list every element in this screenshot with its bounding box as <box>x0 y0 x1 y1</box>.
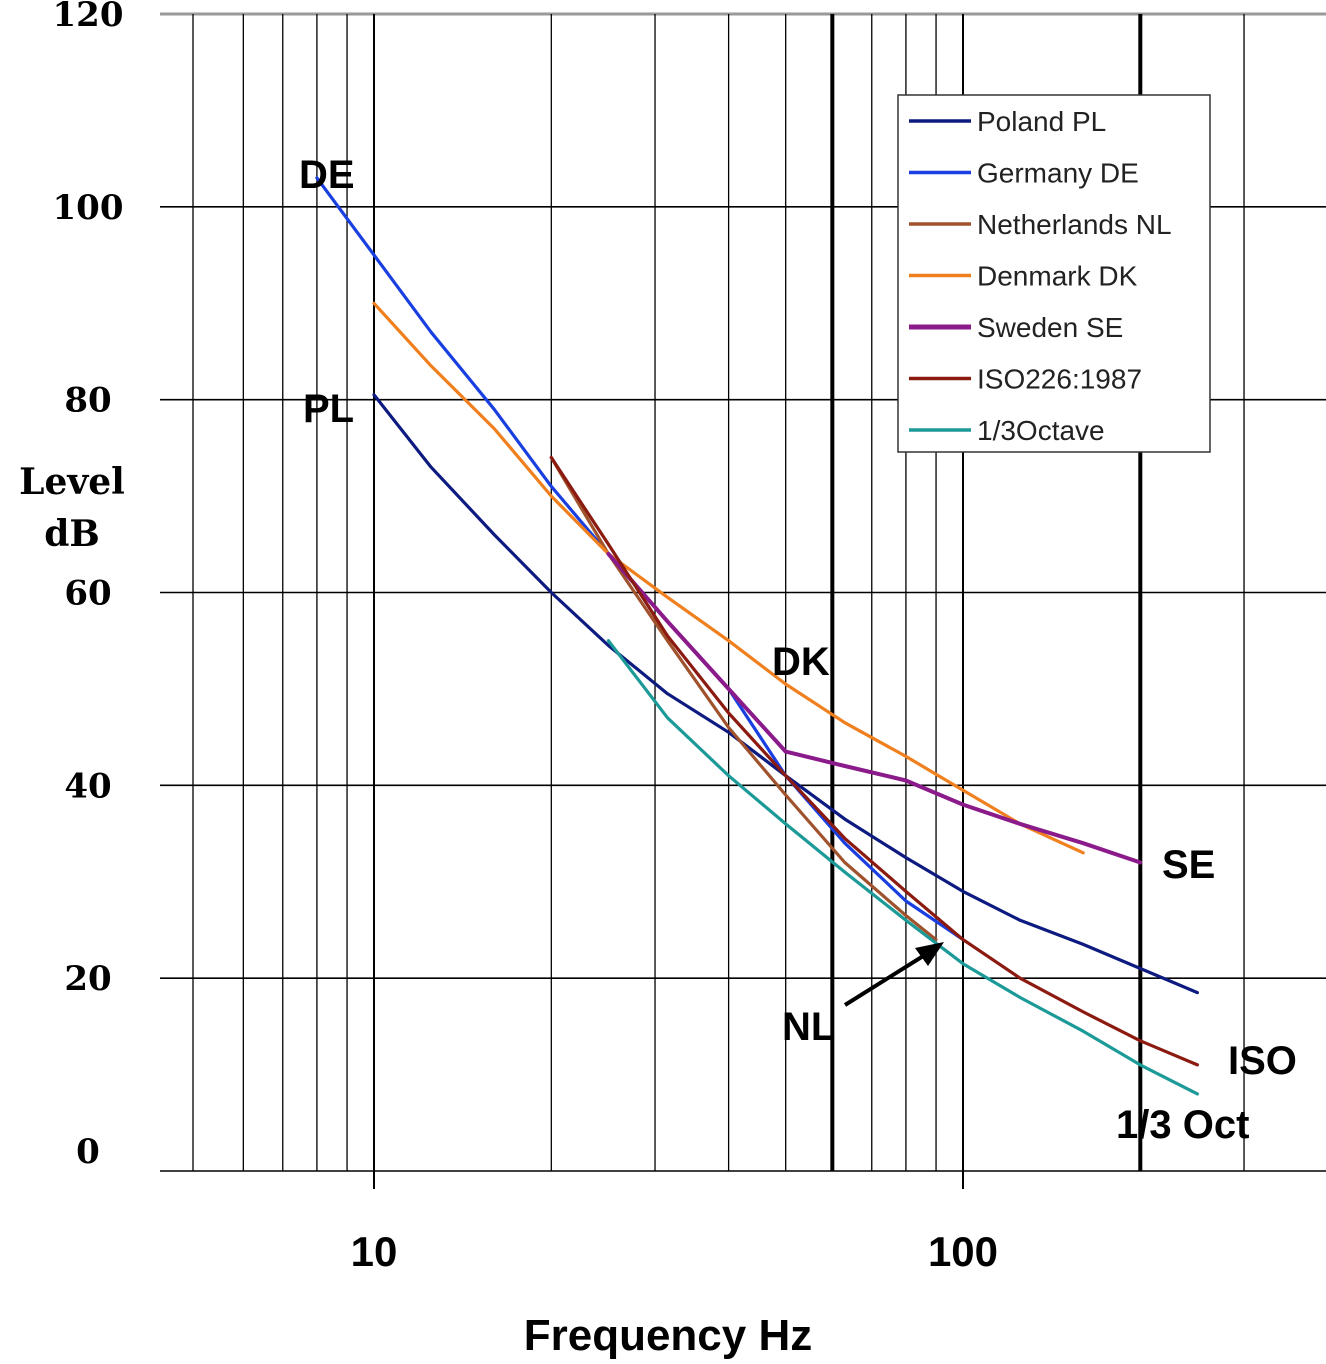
legend-entry: Denmark DK <box>977 261 1138 292</box>
series-line <box>315 176 965 942</box>
x-tick-label: 100 <box>928 1228 998 1275</box>
x-tick-label: 10 <box>351 1228 398 1275</box>
legend-entry: 1/3Octave <box>977 415 1105 446</box>
annotation-iso: ISO <box>1228 1039 1297 1083</box>
series-lines <box>315 176 1200 1096</box>
y-tick-label: 60 <box>64 574 111 614</box>
annotation-de: DE <box>299 153 355 197</box>
series-line <box>606 551 1143 865</box>
series-line <box>606 639 1200 1096</box>
series-line <box>549 455 938 942</box>
y-tick-label: 120 <box>53 0 124 35</box>
x-tick-labels: 10 100 <box>351 1228 998 1275</box>
legend: Poland PL Germany DE Netherlands NL Denmark… <box>897 94 1211 453</box>
legend-entry: Germany DE <box>977 158 1139 189</box>
y-tick-label: 80 <box>64 381 111 421</box>
legend-entry: Netherlands NL <box>977 209 1172 240</box>
legend-entry: ISO226:1987 <box>977 364 1142 395</box>
legend-entry: Poland PL <box>977 106 1106 137</box>
legend-entry: Sweden SE <box>977 312 1123 343</box>
series-line <box>372 301 1085 855</box>
y-tick-labels: 0 20 40 60 80 100 120 <box>53 0 124 1172</box>
legend-box <box>897 94 1211 453</box>
y-tick-label: 100 <box>53 188 124 228</box>
series-line <box>549 455 1200 1067</box>
y-tick-label: 20 <box>64 959 111 999</box>
annotation-pl: PL <box>303 387 354 431</box>
annotation-se: SE <box>1162 843 1215 887</box>
annotation-dk: DK <box>772 640 830 684</box>
nl-arrow <box>843 942 944 1007</box>
y-tick-label: 0 <box>76 1132 100 1172</box>
x-axis-label: Frequency Hz <box>524 1311 813 1360</box>
y-axis-label-line1: Level <box>19 461 125 503</box>
annotation-nl: NL <box>782 1005 835 1049</box>
annotation-third-octave: 1/3 Oct <box>1116 1103 1249 1147</box>
y-tick-label: 40 <box>64 766 111 806</box>
y-axis-label-line2: dB <box>44 513 100 555</box>
